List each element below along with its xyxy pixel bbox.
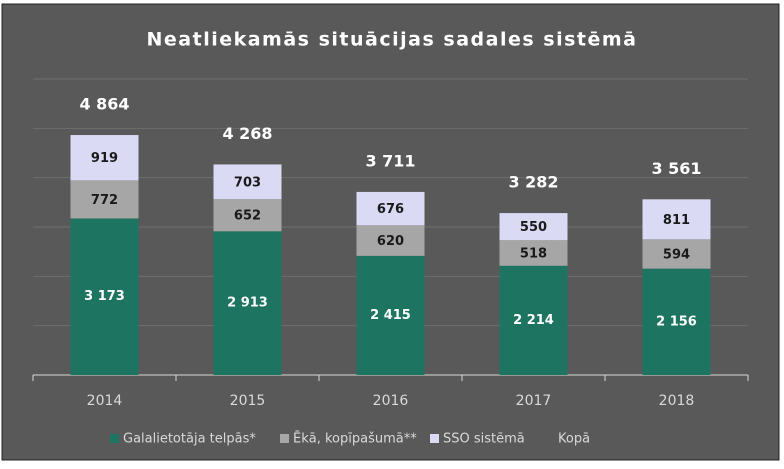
bar-segment	[499, 265, 568, 375]
bar-segment	[213, 164, 282, 200]
legend-swatch	[430, 434, 439, 443]
x-tick-label: 2015	[230, 393, 266, 409]
data-label: 811	[663, 213, 690, 228]
data-label: 3 173	[84, 289, 125, 304]
bar-segment	[642, 268, 711, 375]
x-tick-label: 2017	[516, 393, 552, 409]
total-label: 3 282	[508, 173, 558, 192]
data-label: 518	[520, 246, 547, 261]
data-label: 594	[663, 247, 690, 262]
data-label: 652	[234, 209, 261, 224]
data-label: 919	[91, 151, 118, 166]
total-label: 3 561	[651, 159, 701, 178]
legend-label: Ēkā, kopīpašumā**	[293, 432, 417, 447]
data-label: 550	[520, 220, 547, 235]
bar-segment	[356, 225, 425, 256]
legend-label: SSO sistēmā	[443, 432, 525, 447]
bar-segment	[642, 239, 711, 269]
data-label: 2 415	[370, 308, 411, 323]
data-label: 2 214	[513, 313, 554, 328]
x-tick-label: 2014	[87, 393, 123, 409]
bar-segment	[70, 135, 139, 181]
bar-segment	[213, 231, 282, 375]
data-label: 620	[377, 234, 404, 249]
bar-segment	[642, 199, 711, 240]
total-label: 4 268	[222, 124, 272, 143]
data-label: 676	[377, 202, 404, 217]
bar-segment	[213, 199, 282, 232]
data-label: 2 913	[227, 296, 268, 311]
chart-title: Neatliekamās situācijas sadales sistēmā	[147, 29, 638, 51]
data-label: 2 156	[656, 314, 697, 329]
legend-swatch	[110, 434, 119, 443]
bar-segment	[499, 240, 568, 266]
bar-segment	[356, 255, 425, 375]
bar-segment	[70, 218, 139, 375]
bar-segment	[70, 180, 139, 219]
x-tick-label: 2018	[659, 393, 695, 409]
legend-label: Galalietotāja telpās*	[123, 432, 256, 447]
data-label: 703	[234, 175, 261, 190]
bar-segment	[356, 191, 425, 226]
data-label: 772	[91, 193, 118, 208]
x-tick-label: 2016	[373, 393, 409, 409]
bar-segment	[499, 213, 568, 241]
legend-swatch	[280, 434, 289, 443]
total-label: 3 711	[365, 151, 415, 170]
legend-label: Kopā	[558, 432, 590, 447]
total-label: 4 864	[79, 95, 129, 114]
